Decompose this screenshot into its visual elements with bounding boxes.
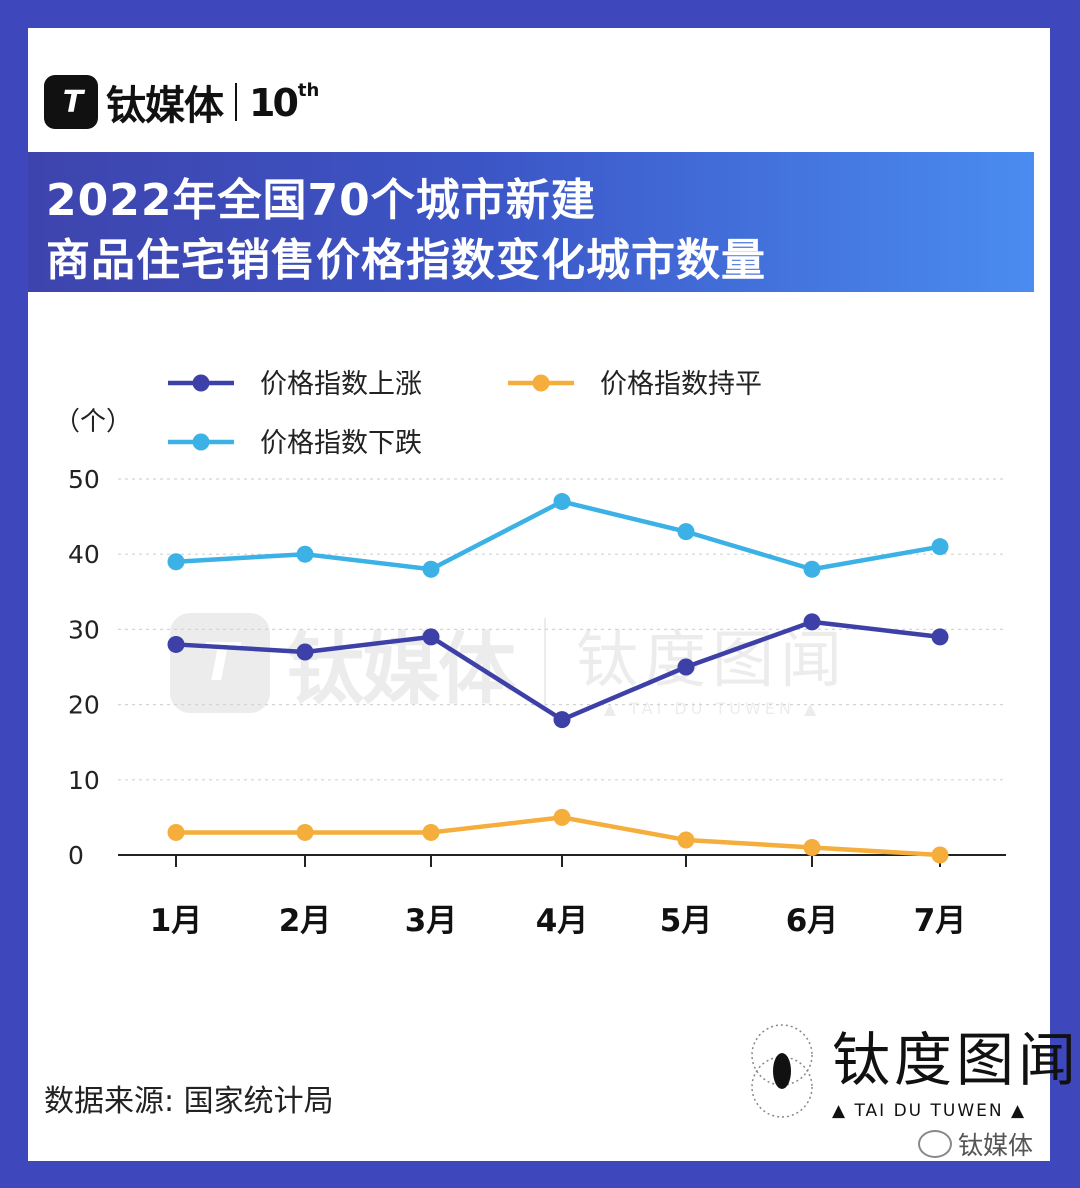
chart-grid xyxy=(118,478,1006,781)
brand-name: 钛媒体 xyxy=(106,83,224,129)
y-tick-label: 20 xyxy=(68,691,100,720)
wechat-credit: 钛媒体 xyxy=(918,1126,1033,1162)
x-axis: 1月 2月 3月 4月 5月 6月 7月 xyxy=(118,854,1006,939)
data-point xyxy=(422,823,440,841)
data-point xyxy=(422,560,440,578)
data-point xyxy=(803,613,821,631)
data-point xyxy=(803,560,821,578)
data-point xyxy=(167,635,185,653)
title-banner: 2022年全国70个城市新建 商品住宅销售价格指数变化城市数量 xyxy=(28,152,1034,292)
series-lines xyxy=(167,493,949,864)
data-point xyxy=(803,838,821,856)
legend-swatch-marker xyxy=(532,374,550,392)
legend-label: 价格指数下跌 xyxy=(260,428,422,459)
x-tick-label: 7月 xyxy=(914,903,967,939)
series-3 xyxy=(167,493,949,578)
chart-title-line-1: 2022年全国70个城市新建 xyxy=(46,175,596,226)
y-tick-label: 40 xyxy=(68,540,100,569)
data-point xyxy=(931,846,949,864)
x-tick-label: 6月 xyxy=(786,903,839,939)
data-point xyxy=(296,823,314,841)
footer-brand-sub: ▲ TAI DU TUWEN ▲ xyxy=(832,1101,1027,1121)
data-point xyxy=(553,808,571,826)
data-point xyxy=(296,643,314,661)
data-point xyxy=(167,553,185,571)
legend-label: 价格指数持平 xyxy=(600,369,762,400)
series-2 xyxy=(167,808,949,864)
data-point xyxy=(167,823,185,841)
y-tick-label: 10 xyxy=(68,766,100,795)
legend-label: 价格指数上涨 xyxy=(260,369,422,400)
series-1 xyxy=(167,613,949,729)
x-tick-label: 3月 xyxy=(405,903,458,939)
y-axis-unit: （个） xyxy=(54,407,132,437)
x-tick-label: 5月 xyxy=(660,903,713,939)
data-point xyxy=(931,628,949,646)
data-point xyxy=(677,658,695,676)
anniversary-number: 10 xyxy=(249,80,299,125)
legend-swatch-marker xyxy=(192,374,210,392)
anniversary-suffix: th xyxy=(297,79,320,101)
footer-brand-name: 钛度图闻 xyxy=(832,1026,1080,1094)
tmtpost-logo-icon: T xyxy=(44,75,98,129)
x-tick-label: 4月 xyxy=(536,903,589,939)
data-point xyxy=(422,628,440,646)
wechat-icon xyxy=(918,1130,952,1158)
data-point xyxy=(553,493,571,511)
data-point xyxy=(931,538,949,556)
data-point xyxy=(296,545,314,563)
y-tick-label: 0 xyxy=(68,841,84,870)
x-tick-label: 2月 xyxy=(279,903,332,939)
y-tick-label: 30 xyxy=(68,615,100,644)
series-line xyxy=(173,499,943,572)
data-point xyxy=(553,711,571,729)
y-axis-ticks: 0 10 20 30 40 50 xyxy=(68,465,100,870)
legend-item: 价格指数上涨 xyxy=(168,369,422,400)
footer-brand: 钛度图闻 ▲ TAI DU TUWEN ▲ xyxy=(740,1013,1076,1128)
taidu-tuwen-logo-icon xyxy=(751,1024,813,1118)
data-point xyxy=(677,523,695,541)
wechat-account-name: 钛媒体 xyxy=(958,1131,1034,1160)
brand-divider xyxy=(235,83,237,121)
x-tick-label: 1月 xyxy=(150,903,203,939)
data-point xyxy=(677,831,695,849)
legend-item: 价格指数持平 xyxy=(508,369,762,400)
data-source-note: 数据来源: 国家统计局 xyxy=(44,1084,334,1119)
chart-title-line-2: 商品住宅销售价格指数变化城市数量 xyxy=(46,235,766,286)
legend-swatch-marker xyxy=(192,433,210,451)
y-tick-label: 50 xyxy=(68,465,100,494)
legend-item: 价格指数下跌 xyxy=(168,428,422,459)
